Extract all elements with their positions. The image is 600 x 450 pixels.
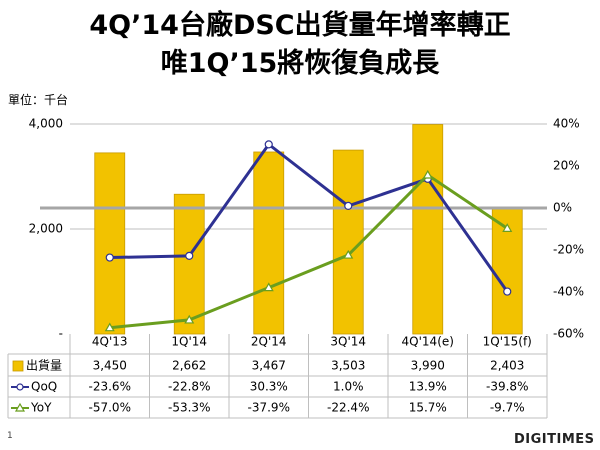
page-number: 1 <box>7 431 13 441</box>
legend-entry-出貨量: 出貨量 <box>26 358 62 373</box>
legend-entry-YoY: YoY <box>30 401 52 415</box>
chart-title-line2: 唯1Q’15將恢復負成長 <box>160 48 440 79</box>
data-table-cell: 3,990 <box>411 359 445 373</box>
QoQ-line <box>109 142 509 293</box>
category-label: 4Q'13 <box>92 335 128 349</box>
bar <box>332 149 364 335</box>
category-label: 4Q'14(e) <box>402 335 454 349</box>
left-axis-tick-label: 4,000 <box>29 117 63 131</box>
right-axis-tick-label: 40% <box>553 117 580 131</box>
qoq-point <box>264 140 273 149</box>
category-label: 1Q'15(f) <box>483 335 532 349</box>
chart-title-line1: 4Q’14台廠DSC出貨量年增率轉正 <box>89 10 511 41</box>
qoq-point <box>503 287 512 296</box>
data-table-cell: -53.3% <box>168 401 210 415</box>
YoY-line <box>109 173 509 330</box>
unit-label: 單位：千台 <box>8 93 69 107</box>
data-table-cell: -37.9% <box>248 401 290 415</box>
legend-key-triangle <box>14 402 26 412</box>
data-table-cell: 3,467 <box>252 359 286 373</box>
data-table-cell: -39.8% <box>486 380 528 394</box>
data-table-cell: 1.0% <box>333 380 364 394</box>
left-axis-tick-label: - <box>59 327 63 341</box>
data-table-cell: 30.3% <box>250 380 288 394</box>
left-axis-tick-label: 2,000 <box>29 222 63 236</box>
qoq-point <box>185 251 194 260</box>
data-table-cell: -22.4% <box>327 401 369 415</box>
yoy-point <box>184 314 195 324</box>
data-table-cell: -9.7% <box>490 401 525 415</box>
right-axis-tick-label: -60% <box>553 327 584 341</box>
legend-key-shipment <box>12 360 24 372</box>
digitimes-logo: DIGITIMES <box>514 432 595 447</box>
yoy-point <box>502 223 513 232</box>
right-axis-tick-label: 20% <box>553 159 580 173</box>
legend-entry-QoQ: QoQ <box>31 380 57 394</box>
qoq-point <box>105 253 114 262</box>
data-table-cell: 3,503 <box>331 359 365 373</box>
data-table-cell: -57.0% <box>89 401 131 415</box>
category-label: 2Q'14 <box>251 335 287 349</box>
data-table-cell: 15.7% <box>409 401 447 415</box>
data-table-cell: -22.8% <box>168 380 210 394</box>
right-axis-tick-label: 0% <box>553 201 572 215</box>
bar <box>253 151 285 335</box>
data-table-cell: 2,662 <box>172 359 206 373</box>
yoy-point <box>263 282 274 292</box>
legend-key-circle <box>16 383 24 391</box>
category-label: 1Q'14 <box>171 335 207 349</box>
category-label: 3Q'14 <box>330 335 366 349</box>
right-axis-tick-label: -40% <box>553 285 584 299</box>
bar <box>94 152 126 335</box>
data-table-cell: -23.6% <box>89 380 131 394</box>
bar <box>173 193 205 335</box>
data-table-cell: 3,450 <box>93 359 127 373</box>
bar <box>412 124 444 335</box>
yoy-point <box>104 322 115 332</box>
right-axis-tick-label: -20% <box>553 243 584 257</box>
data-table-cell: 13.9% <box>409 380 447 394</box>
data-table-cell: 2,403 <box>490 359 524 373</box>
yoy-point <box>343 249 354 259</box>
yoy-point <box>422 169 433 179</box>
qoq-point <box>344 201 353 210</box>
